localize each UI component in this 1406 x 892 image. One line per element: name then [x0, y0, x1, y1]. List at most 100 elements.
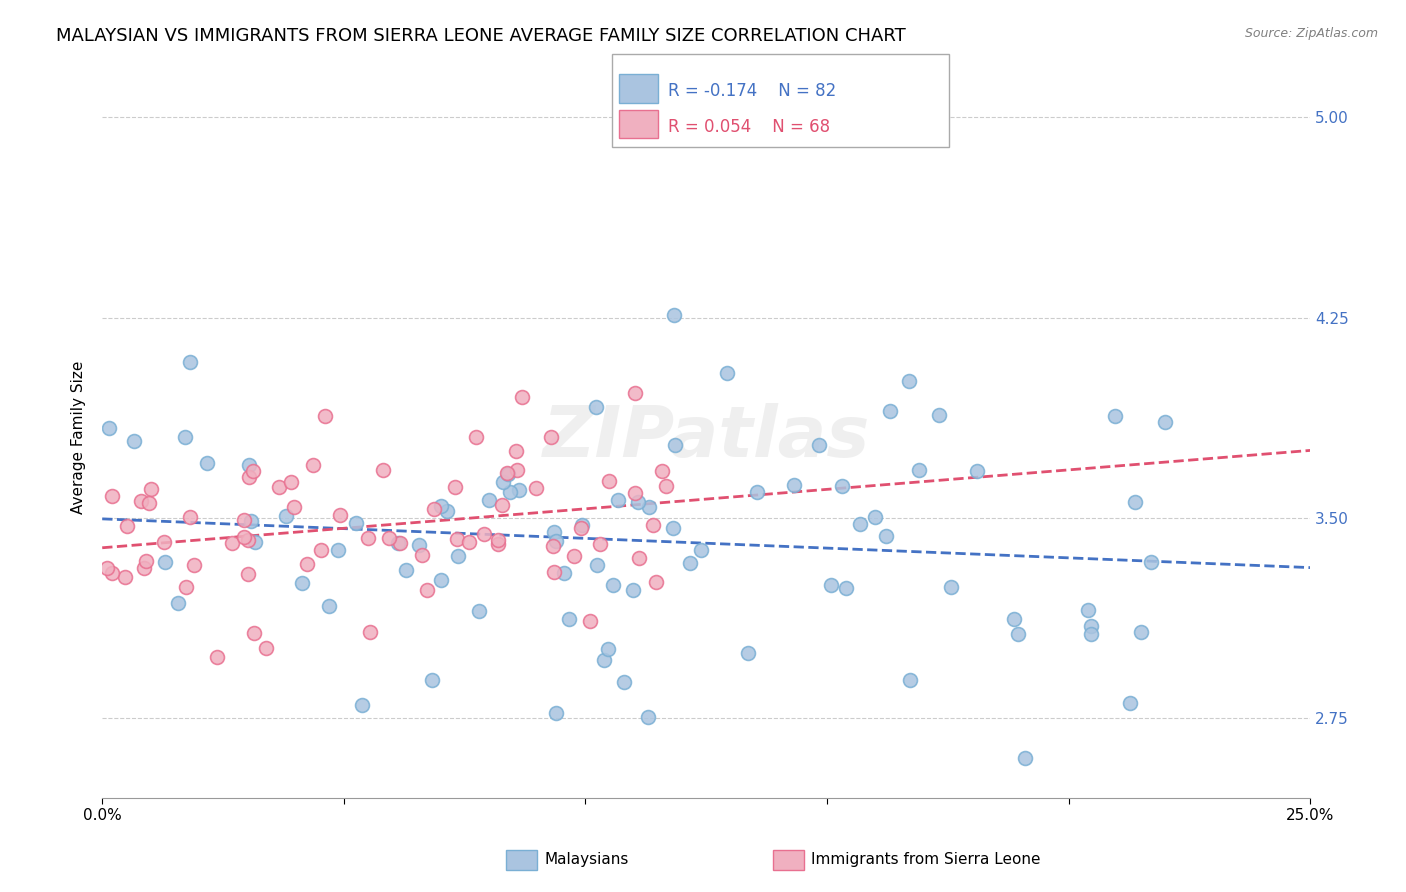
Point: [602, 577, 624, 591]
Point: [238, 470, 260, 484]
Point: [243, 626, 266, 640]
Point: [179, 354, 201, 368]
Point: [179, 509, 201, 524]
Point: [544, 706, 567, 720]
Point: [879, 404, 901, 418]
Point: [1119, 696, 1142, 710]
Point: [176, 580, 198, 594]
Point: [863, 510, 886, 524]
Point: [564, 549, 586, 564]
Point: [505, 444, 527, 458]
Point: [291, 575, 314, 590]
Point: [651, 464, 673, 478]
Point: [295, 557, 318, 571]
Point: [96, 561, 118, 575]
Point: [174, 430, 197, 444]
Point: [491, 498, 513, 512]
Point: [613, 675, 636, 690]
Point: [849, 517, 872, 532]
Point: [510, 390, 533, 404]
Point: [101, 489, 124, 503]
Point: [737, 647, 759, 661]
Point: [153, 535, 176, 549]
Point: [195, 457, 218, 471]
Point: [543, 565, 565, 579]
Point: [359, 625, 381, 640]
Point: [586, 558, 609, 573]
Point: [898, 374, 921, 388]
Point: [499, 484, 522, 499]
Point: [624, 485, 647, 500]
Point: [607, 493, 630, 508]
Text: MALAYSIAN VS IMMIGRANTS FROM SIERRA LEONE AVERAGE FAMILY SIZE CORRELATION CHART: MALAYSIAN VS IMMIGRANTS FROM SIERRA LEON…: [56, 27, 905, 45]
Point: [569, 521, 592, 535]
Point: [153, 555, 176, 569]
Point: [238, 458, 260, 473]
Point: [314, 409, 336, 424]
Point: [232, 530, 254, 544]
Point: [486, 537, 509, 551]
Point: [1077, 603, 1099, 617]
Point: [395, 563, 418, 577]
Point: [267, 479, 290, 493]
Point: [627, 494, 650, 508]
Point: [585, 400, 607, 414]
Point: [387, 536, 409, 550]
Point: [283, 500, 305, 515]
Point: [496, 466, 519, 480]
Text: Immigrants from Sierra Leone: Immigrants from Sierra Leone: [811, 853, 1040, 867]
Point: [478, 492, 501, 507]
Point: [114, 570, 136, 584]
Point: [598, 642, 620, 657]
Point: [540, 430, 562, 444]
Point: [139, 482, 162, 496]
Point: [411, 548, 433, 562]
Point: [541, 539, 564, 553]
Point: [1080, 627, 1102, 641]
Point: [242, 465, 264, 479]
Point: [430, 499, 453, 513]
Point: [641, 517, 664, 532]
Point: [807, 438, 830, 452]
Point: [167, 596, 190, 610]
Point: [236, 533, 259, 547]
Point: [344, 516, 367, 530]
Point: [243, 535, 266, 549]
Point: [329, 508, 352, 523]
Point: [430, 573, 453, 587]
Y-axis label: Average Family Size: Average Family Size: [72, 361, 86, 515]
Point: [232, 513, 254, 527]
Point: [496, 467, 519, 482]
Point: [875, 529, 897, 543]
Point: [716, 366, 738, 380]
Point: [238, 566, 260, 581]
Point: [254, 641, 277, 656]
Point: [408, 538, 430, 552]
Point: [416, 583, 439, 598]
Point: [1140, 555, 1163, 569]
Point: [378, 531, 401, 545]
Point: [318, 599, 340, 613]
Text: R = -0.174    N = 82: R = -0.174 N = 82: [668, 82, 837, 100]
Point: [1130, 624, 1153, 639]
Point: [543, 524, 565, 539]
Point: [474, 527, 496, 541]
Point: [524, 481, 547, 495]
Point: [655, 479, 678, 493]
Point: [662, 521, 685, 535]
Point: [1002, 612, 1025, 626]
Point: [664, 438, 686, 452]
Point: [505, 463, 527, 477]
Point: [205, 649, 228, 664]
Point: [553, 566, 575, 581]
Point: [458, 534, 481, 549]
Text: R = 0.054    N = 68: R = 0.054 N = 68: [668, 118, 830, 136]
Point: [436, 504, 458, 518]
Point: [240, 514, 263, 528]
Point: [508, 483, 530, 497]
Point: [628, 551, 651, 566]
Point: [966, 464, 988, 478]
Point: [1080, 619, 1102, 633]
Point: [280, 475, 302, 489]
Point: [221, 535, 243, 549]
